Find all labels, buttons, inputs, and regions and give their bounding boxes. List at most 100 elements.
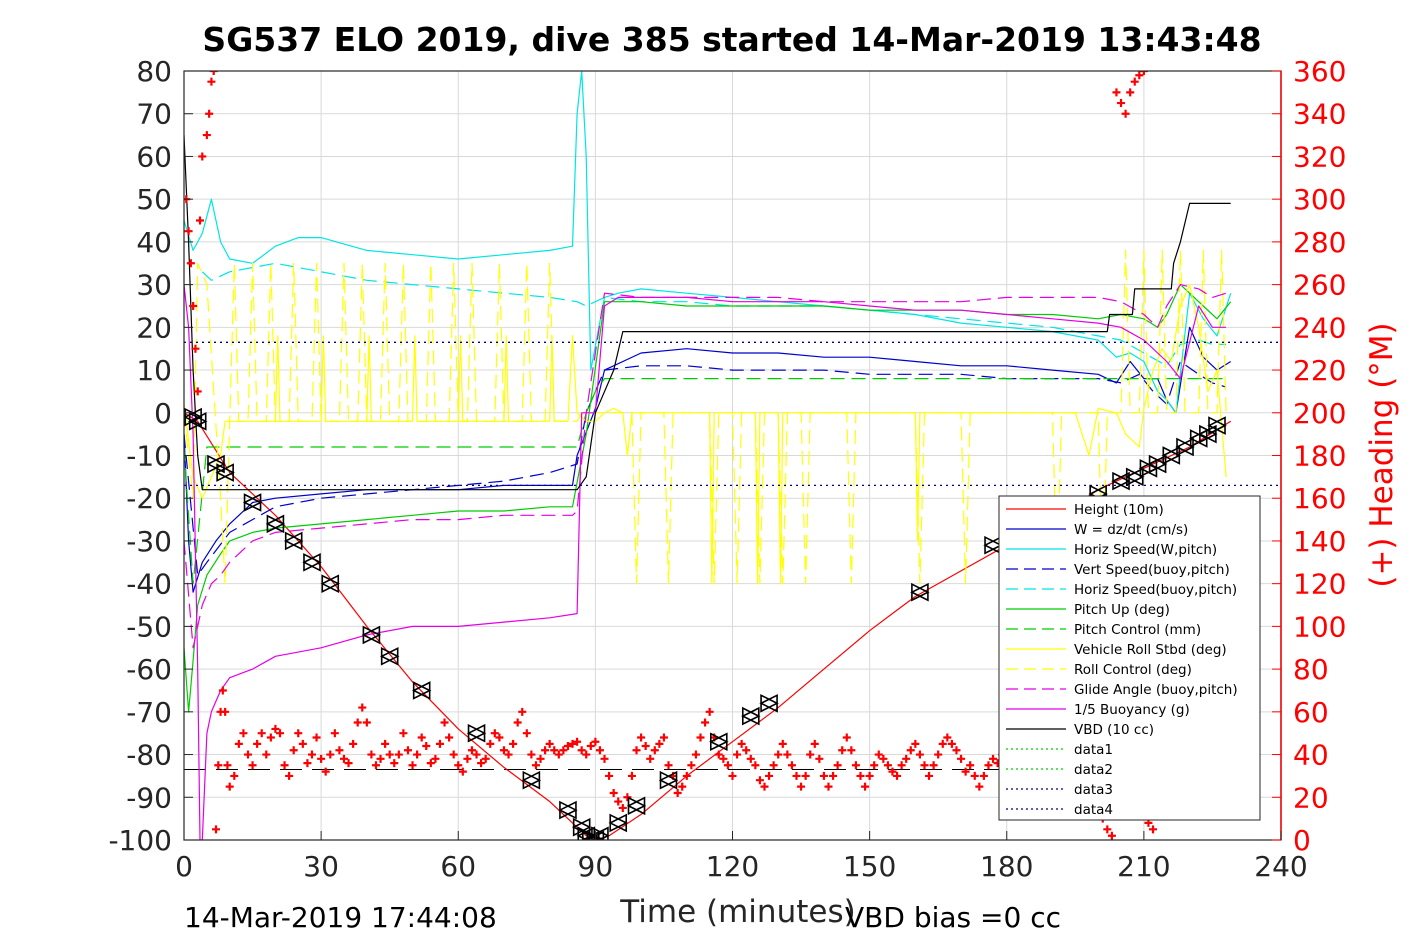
- left-y-axis: -100-90-80-70-60-50-40-30-20-10010203040…: [108, 55, 193, 857]
- waypoint-marker: [1124, 467, 1145, 487]
- heading-marker: [413, 750, 422, 759]
- heading-marker: [266, 733, 275, 742]
- heading-marker: [879, 754, 888, 763]
- heading-marker: [344, 759, 353, 768]
- waypoint-marker: [1111, 471, 1131, 491]
- heading-marker: [861, 782, 870, 791]
- right-y-axis-label: (+) Heading (°M): [1364, 322, 1400, 587]
- heading-marker: [563, 742, 572, 751]
- series-horiz-speed-buoy-pitch: [201, 262, 1227, 367]
- heading-marker: [394, 750, 403, 759]
- right-tick-label: 40: [1293, 739, 1329, 772]
- heading-marker: [751, 761, 760, 770]
- heading-marker: [554, 750, 563, 759]
- heading-marker: [186, 259, 195, 268]
- left-tick-label: 60: [136, 140, 172, 173]
- heading-marker: [591, 737, 600, 746]
- left-tick-label: -10: [126, 440, 172, 473]
- x-tick-label: 120: [706, 850, 759, 883]
- waypoint-marker: [571, 817, 592, 837]
- heading-marker: [792, 771, 801, 780]
- heading-marker: [915, 750, 924, 759]
- heading-marker: [746, 754, 755, 763]
- heading-marker: [403, 746, 412, 755]
- heading-marker: [769, 761, 778, 770]
- heading-marker: [957, 754, 966, 763]
- heading-marker: [1121, 109, 1130, 118]
- heading-marker: [568, 739, 577, 748]
- heading-marker: [961, 767, 970, 776]
- heading-marker: [1117, 99, 1126, 108]
- heading-marker: [888, 767, 897, 776]
- heading-marker: [609, 789, 618, 798]
- heading-marker: [307, 750, 316, 759]
- waypoint-marker: [759, 693, 779, 713]
- left-tick-label: 80: [136, 55, 172, 88]
- heading-marker: [191, 344, 200, 353]
- left-tick-label: 40: [136, 226, 172, 259]
- legend-label: W = dz/dt (cm/s): [1074, 522, 1188, 538]
- heading-marker: [417, 733, 426, 742]
- waypoint-marker: [320, 574, 341, 593]
- waypoint-marker: [265, 514, 286, 534]
- heading-marker: [765, 771, 774, 780]
- legend-label: Glide Angle (buoy,pitch): [1074, 682, 1238, 698]
- heading-marker: [223, 761, 232, 770]
- heading-marker: [376, 754, 385, 763]
- right-tick-label: 360: [1293, 55, 1346, 88]
- heading-marker: [760, 782, 769, 791]
- right-tick-label: 240: [1293, 311, 1346, 344]
- right-tick-label: 100: [1293, 610, 1346, 643]
- heading-marker: [934, 750, 943, 759]
- heading-marker: [559, 746, 568, 755]
- waypoint-marker: [740, 706, 761, 726]
- heading-marker: [819, 771, 828, 780]
- heading-marker: [330, 729, 339, 738]
- x-tick-label: 60: [440, 850, 476, 883]
- left-tick-label: 50: [136, 183, 172, 216]
- heading-marker: [499, 746, 508, 755]
- heading-marker: [225, 782, 234, 791]
- left-tick-label: -90: [126, 781, 172, 814]
- heading-marker: [198, 152, 207, 161]
- heading-marker: [454, 761, 463, 770]
- heading-marker: [682, 771, 691, 780]
- left-tick-label: -60: [126, 653, 172, 686]
- legend-label: Vert Speed(buoy,pitch): [1074, 562, 1230, 578]
- legend-label: Roll Control (deg): [1074, 662, 1192, 678]
- left-tick-label: -40: [126, 568, 172, 601]
- heading-marker: [205, 109, 214, 118]
- heading-marker: [970, 771, 979, 780]
- heading-marker: [925, 771, 934, 780]
- waypoint-marker: [658, 770, 679, 790]
- heading-marker: [1107, 831, 1116, 840]
- heading-marker: [778, 739, 787, 748]
- series-vehicle-roll-stbd-deg: [184, 284, 1227, 585]
- right-tick-label: 60: [1293, 696, 1329, 729]
- heading-marker: [257, 729, 266, 738]
- heading-marker: [723, 761, 732, 770]
- legend-box: [998, 495, 1261, 821]
- legend-label: Pitch Control (mm): [1074, 622, 1201, 638]
- heading-marker: [865, 771, 874, 780]
- heading-marker: [696, 733, 705, 742]
- heading-marker: [829, 771, 838, 780]
- heading-marker: [353, 718, 362, 727]
- heading-marker: [531, 761, 540, 770]
- heading-marker: [335, 746, 344, 755]
- heading-marker: [600, 754, 609, 763]
- left-tick-label: 70: [136, 98, 172, 131]
- right-tick-label: 80: [1293, 653, 1329, 686]
- heading-marker: [856, 771, 865, 780]
- x-tick-label: 150: [843, 850, 896, 883]
- heading-marker: [966, 761, 975, 770]
- heading-marker: [847, 746, 856, 755]
- heading-marker: [742, 746, 751, 755]
- heading-marker: [385, 750, 394, 759]
- right-tick-label: 120: [1293, 568, 1346, 601]
- left-tick-label: -100: [108, 824, 172, 857]
- heading-marker: [490, 729, 499, 738]
- heading-marker: [248, 761, 257, 770]
- legend-label: Horiz Speed(buoy,pitch): [1074, 582, 1237, 598]
- heading-marker: [426, 759, 435, 768]
